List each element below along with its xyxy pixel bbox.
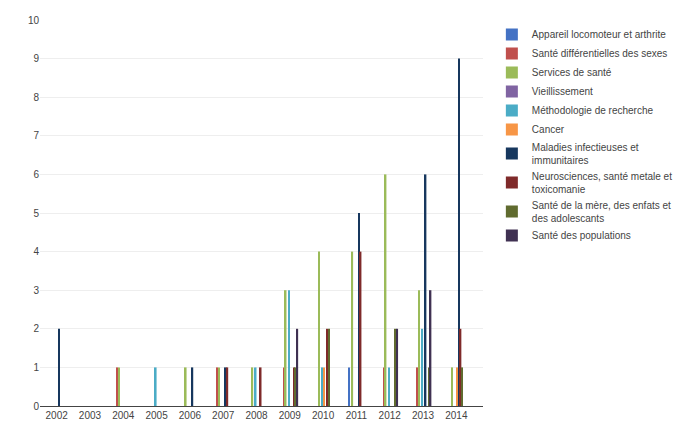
svg-text:Cancer: Cancer [532, 124, 565, 135]
svg-text:Maladies infectieuses etimmuni: Maladies infectieuses etimmunitaires [532, 142, 639, 166]
svg-text:8: 8 [33, 92, 39, 103]
svg-text:5: 5 [33, 208, 39, 219]
svg-text:Santé des populations: Santé des populations [532, 230, 631, 241]
svg-text:4: 4 [33, 246, 39, 257]
svg-text:2002: 2002 [46, 410, 69, 421]
svg-text:0: 0 [33, 401, 39, 412]
svg-text:2013: 2013 [412, 410, 435, 421]
svg-text:6: 6 [33, 169, 39, 180]
svg-text:Santé de la mère, des enfats e: Santé de la mère, des enfats etdes adole… [532, 200, 671, 224]
svg-text:2004: 2004 [112, 410, 135, 421]
svg-text:2014: 2014 [445, 410, 468, 421]
svg-text:9: 9 [33, 53, 39, 64]
svg-text:7: 7 [33, 130, 39, 141]
svg-text:2005: 2005 [145, 410, 168, 421]
svg-text:2010: 2010 [312, 410, 335, 421]
svg-text:2003: 2003 [79, 410, 102, 421]
svg-text:2009: 2009 [279, 410, 302, 421]
svg-text:Appareil locomoteur et arthrit: Appareil locomoteur et arthrite [532, 29, 666, 40]
svg-text:2006: 2006 [179, 410, 202, 421]
svg-text:10: 10 [28, 15, 40, 26]
svg-text:Vieillissement: Vieillissement [532, 86, 593, 97]
svg-text:2008: 2008 [245, 410, 268, 421]
svg-text:1: 1 [33, 362, 39, 373]
svg-text:2: 2 [33, 323, 39, 334]
svg-text:Méthodologie de recherche: Méthodologie de recherche [532, 105, 654, 116]
svg-text:Services de santé: Services de santé [532, 67, 612, 78]
svg-text:Neurosciences, santé metale et: Neurosciences, santé metale ettoxicomani… [532, 171, 672, 195]
svg-text:2012: 2012 [379, 410, 402, 421]
svg-text:2011: 2011 [346, 410, 368, 421]
svg-text:Santé différentielles des sexe: Santé différentielles des sexes [532, 48, 667, 59]
svg-text:2007: 2007 [212, 410, 235, 421]
svg-text:3: 3 [33, 285, 39, 296]
